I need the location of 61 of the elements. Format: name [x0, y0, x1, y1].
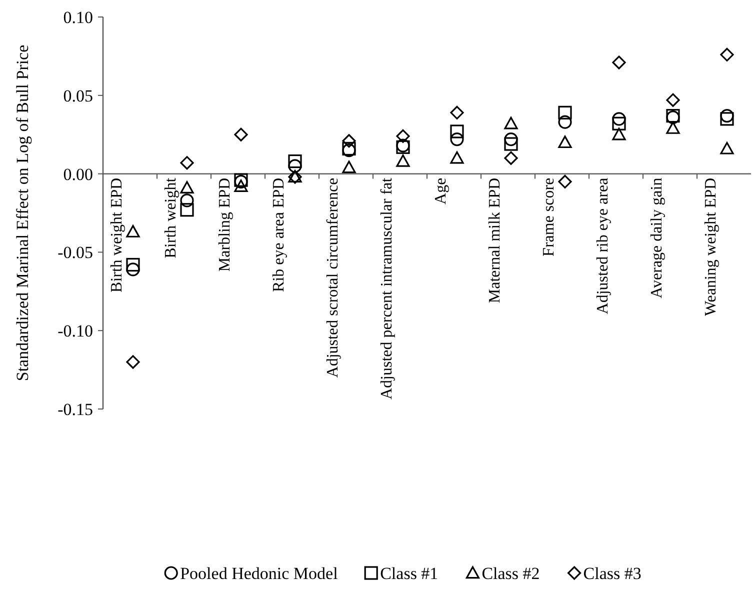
y-tick-label: 0.05 — [63, 86, 93, 106]
point — [504, 137, 518, 151]
legend-label: Class #2 — [482, 564, 540, 583]
point — [558, 106, 572, 120]
point — [450, 124, 464, 138]
point — [450, 132, 464, 146]
x-tick-label: Weaning weight EPD — [702, 178, 720, 316]
point — [612, 112, 626, 126]
y-tick-label: -0.05 — [58, 243, 93, 262]
point — [288, 154, 302, 168]
point — [180, 194, 194, 208]
point — [450, 106, 464, 120]
y-axis-title: Standardized Marinal Effect on Log of Bull Price — [12, 44, 32, 382]
point — [234, 128, 248, 142]
x-tick-label: Birth weight — [162, 177, 180, 258]
legend-label: Pooled Hedonic Model — [180, 564, 338, 583]
legend-label: Class #1 — [380, 564, 438, 583]
x-tick-label: Birth weight EPD — [108, 178, 126, 292]
x-tick-label: Rib eye area EPD — [270, 178, 288, 292]
x-tick-label: Adjusted percent intramuscular fat — [378, 177, 396, 400]
point — [720, 112, 734, 126]
point — [612, 128, 626, 140]
point — [396, 154, 410, 167]
y-tick-label: 0.00 — [63, 164, 93, 184]
point — [342, 160, 356, 174]
x-tick-label: Frame score — [540, 178, 558, 256]
x-tick-label: Maternal milk EPD — [486, 178, 504, 304]
point — [612, 56, 626, 70]
point — [126, 258, 140, 272]
point — [180, 156, 194, 170]
point — [558, 136, 572, 148]
point — [288, 159, 302, 173]
x-tick-label: Adjusted scrotal circumference — [324, 178, 342, 378]
point — [558, 115, 572, 129]
point — [720, 48, 734, 62]
x-tick-label: Marbling EPD — [216, 178, 234, 272]
point — [396, 129, 410, 143]
point — [126, 225, 140, 238]
point — [504, 132, 518, 146]
x-tick-label: Adjusted rib eye area — [594, 178, 612, 314]
point — [180, 203, 194, 217]
y-tick-label: -0.15 — [58, 400, 93, 419]
y-tick-label: 0.10 — [63, 8, 93, 27]
point — [126, 262, 140, 276]
x-tick-label: Average daily gain — [648, 178, 666, 298]
point — [666, 93, 680, 107]
point — [450, 151, 464, 164]
legend-label: Class #3 — [583, 564, 642, 583]
point — [504, 116, 518, 130]
point — [234, 180, 248, 192]
point — [342, 134, 356, 148]
y-tick-label: -0.10 — [58, 322, 93, 341]
point — [180, 181, 194, 194]
x-tick-label: Age — [432, 178, 450, 204]
point — [504, 151, 518, 165]
point — [126, 355, 140, 369]
point — [666, 122, 680, 134]
point — [612, 116, 626, 130]
point — [558, 174, 572, 188]
point — [720, 108, 734, 123]
point — [720, 142, 734, 154]
